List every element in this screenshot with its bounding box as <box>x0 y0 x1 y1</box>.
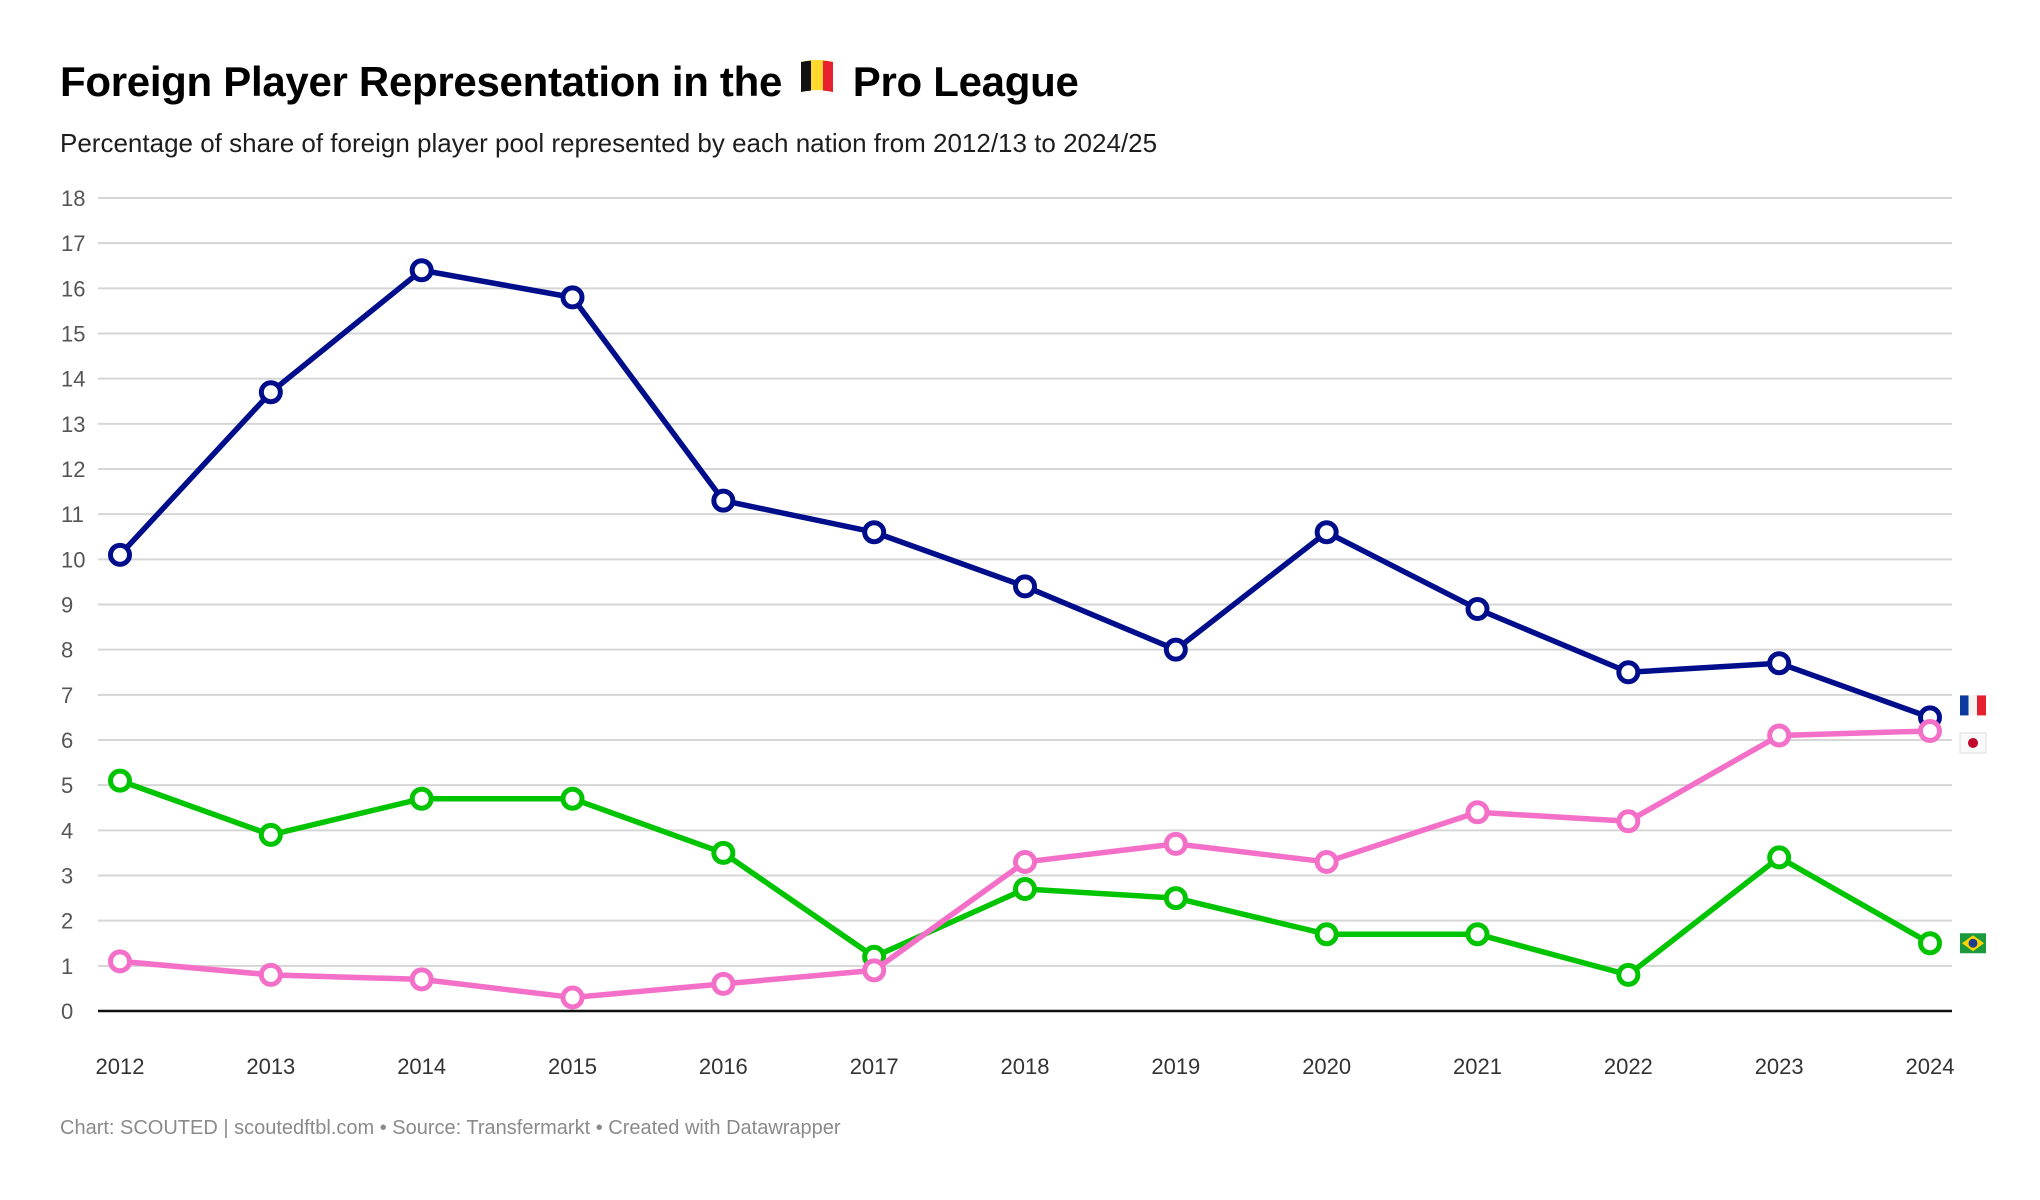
chart-title: Foreign Player Representation in the Pro… <box>60 58 1079 110</box>
data-point[interactable] <box>711 840 736 865</box>
data-point[interactable] <box>108 542 132 567</box>
data-point[interactable] <box>560 285 585 310</box>
series-group <box>108 258 1942 1010</box>
y-tick-label: 11 <box>61 502 84 527</box>
data-point[interactable] <box>1465 922 1490 947</box>
data-point[interactable] <box>1616 962 1641 987</box>
x-tick-label: 2014 <box>397 1054 446 1079</box>
x-tick-label: 2021 <box>1453 1054 1502 1079</box>
chart-footer: Chart: SCOUTED | scoutedftbl.com • Sourc… <box>60 1117 841 1139</box>
chart-subtitle: Percentage of share of foreign player po… <box>60 128 1158 158</box>
y-tick-label: 4 <box>61 818 73 843</box>
y-tick-label: 3 <box>61 864 73 889</box>
belgium-flag-icon <box>799 56 835 106</box>
x-tick-label: 2020 <box>1302 1054 1351 1079</box>
data-point[interactable] <box>108 768 132 793</box>
y-tick-label: 10 <box>61 547 85 572</box>
series-labels <box>1959 695 1987 954</box>
x-tick-label: 2016 <box>699 1054 748 1079</box>
series-japan <box>108 718 1942 1010</box>
grid-lines <box>98 197 1952 967</box>
data-point[interactable] <box>711 488 736 513</box>
data-point[interactable] <box>1918 718 1942 743</box>
title-text-end: Pro League <box>852 58 1079 105</box>
data-point[interactable] <box>711 971 736 996</box>
data-point[interactable] <box>862 520 887 545</box>
data-point[interactable] <box>1013 849 1037 874</box>
y-tick-label: 8 <box>61 638 73 663</box>
data-point[interactable] <box>1767 651 1792 676</box>
y-tick-label: 15 <box>61 322 85 347</box>
x-tick-label: 2017 <box>850 1054 899 1079</box>
data-point[interactable] <box>1314 922 1339 947</box>
data-point[interactable] <box>1767 723 1792 748</box>
france-flag-icon <box>1960 695 1986 716</box>
x-tick-label: 2022 <box>1604 1054 1653 1079</box>
data-point[interactable] <box>560 985 585 1010</box>
data-point[interactable] <box>1314 849 1339 874</box>
data-point[interactable] <box>1163 886 1188 911</box>
data-point[interactable] <box>1616 809 1641 834</box>
data-point[interactable] <box>1767 845 1792 870</box>
y-tick-label: 6 <box>61 728 73 753</box>
y-tick-label: 14 <box>61 367 85 392</box>
title-text-start: Foreign Player Representation in the <box>60 58 783 105</box>
x-axis-ticks: 2012 2013 2014 2015 2016 2017 2018 2019 2020 2021… <box>96 1054 1955 1079</box>
y-tick-label: 12 <box>61 457 85 482</box>
y-tick-label: 13 <box>61 412 85 437</box>
data-point[interactable] <box>1163 637 1188 662</box>
x-tick-label: 2023 <box>1755 1054 1804 1079</box>
y-tick-label: 0 <box>61 999 73 1024</box>
data-point[interactable] <box>1314 520 1339 545</box>
data-point[interactable] <box>258 962 283 987</box>
x-tick-label: 2015 <box>548 1054 597 1079</box>
data-point[interactable] <box>1465 597 1490 622</box>
data-point[interactable] <box>409 786 434 811</box>
x-tick-label: 2019 <box>1151 1054 1200 1079</box>
x-tick-label: 2013 <box>246 1054 295 1079</box>
y-tick-label: 18 <box>61 186 85 211</box>
data-point[interactable] <box>1465 800 1490 825</box>
y-tick-label: 9 <box>61 593 73 618</box>
y-tick-label: 17 <box>61 231 85 256</box>
x-tick-label: 2024 <box>1906 1054 1955 1079</box>
data-point[interactable] <box>1013 877 1037 902</box>
y-tick-label: 1 <box>61 954 73 979</box>
y-tick-label: 5 <box>61 773 73 798</box>
x-tick-label: 2012 <box>96 1054 145 1079</box>
data-point[interactable] <box>862 958 887 983</box>
brazil-flag-icon <box>1960 933 1986 954</box>
data-point[interactable] <box>409 967 434 992</box>
x-tick-label: 2018 <box>1001 1054 1050 1079</box>
data-point[interactable] <box>1013 574 1037 599</box>
data-point[interactable] <box>258 822 283 847</box>
series-brazil <box>108 768 1942 987</box>
data-point[interactable] <box>409 258 434 283</box>
japan-flag-icon <box>1959 732 1987 754</box>
data-point[interactable] <box>560 786 585 811</box>
y-tick-label: 2 <box>61 909 73 934</box>
data-point[interactable] <box>108 949 132 974</box>
y-tick-label: 7 <box>61 683 73 708</box>
y-tick-label: 16 <box>61 276 85 301</box>
data-point[interactable] <box>1616 660 1641 685</box>
series-france <box>108 258 1942 730</box>
data-point[interactable] <box>258 380 283 405</box>
data-point[interactable] <box>1163 831 1188 856</box>
data-point[interactable] <box>1918 931 1942 956</box>
